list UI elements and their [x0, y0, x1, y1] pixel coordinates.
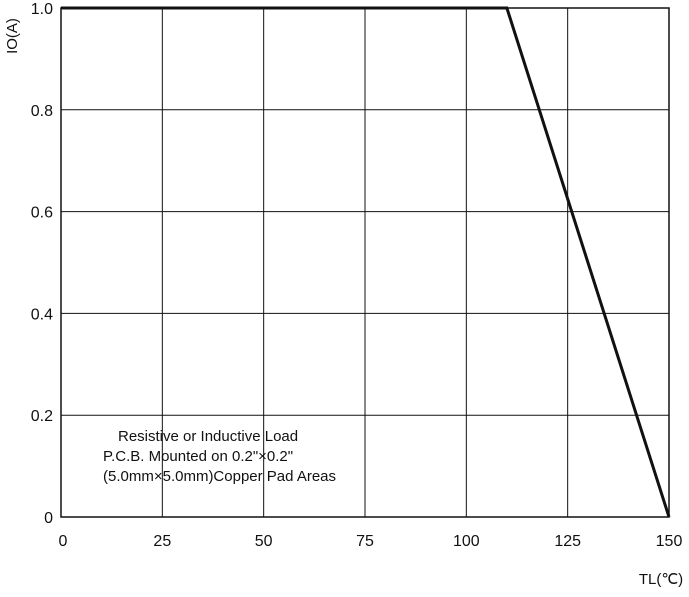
y-tick-label-2: 0.4	[31, 306, 53, 323]
annotation-line-3: (5.0mm×5.0mm)Copper Pad Areas	[103, 468, 336, 485]
y-tick-label-1: 0.2	[31, 408, 53, 425]
x-axis-title: TL(℃)	[639, 571, 683, 588]
annotation-line-1: Resistive or Inductive Load	[118, 428, 298, 445]
x-tick-label-3: 75	[356, 533, 374, 550]
x-tick-label-4: 100	[453, 533, 480, 550]
annotation-box: Resistive or Inductive Load P.C.B. Mount…	[103, 428, 336, 485]
y-tick-label-0: 0	[44, 510, 53, 527]
x-tick-label-2: 50	[255, 533, 273, 550]
x-tick-label-1: 25	[153, 533, 171, 550]
derating-curve	[61, 6, 671, 518]
x-tick-label-5: 125	[554, 533, 581, 550]
y-tick-labels: 0 0.2 0.4 0.6 0.8 1.0	[31, 1, 53, 527]
y-tick-label-4: 0.8	[31, 103, 53, 120]
x-tick-labels: 0 25 50 75 100 125 150	[59, 533, 683, 550]
y-tick-label-5: 1.0	[31, 1, 53, 18]
y-axis-title: IO(A)	[4, 18, 21, 54]
x-tick-label-0: 0	[59, 533, 68, 550]
y-tick-label-3: 0.6	[31, 205, 53, 222]
x-tick-label-6: 150	[656, 533, 683, 550]
annotation-line-2: P.C.B. Mounted on 0.2"×0.2"	[103, 448, 293, 465]
